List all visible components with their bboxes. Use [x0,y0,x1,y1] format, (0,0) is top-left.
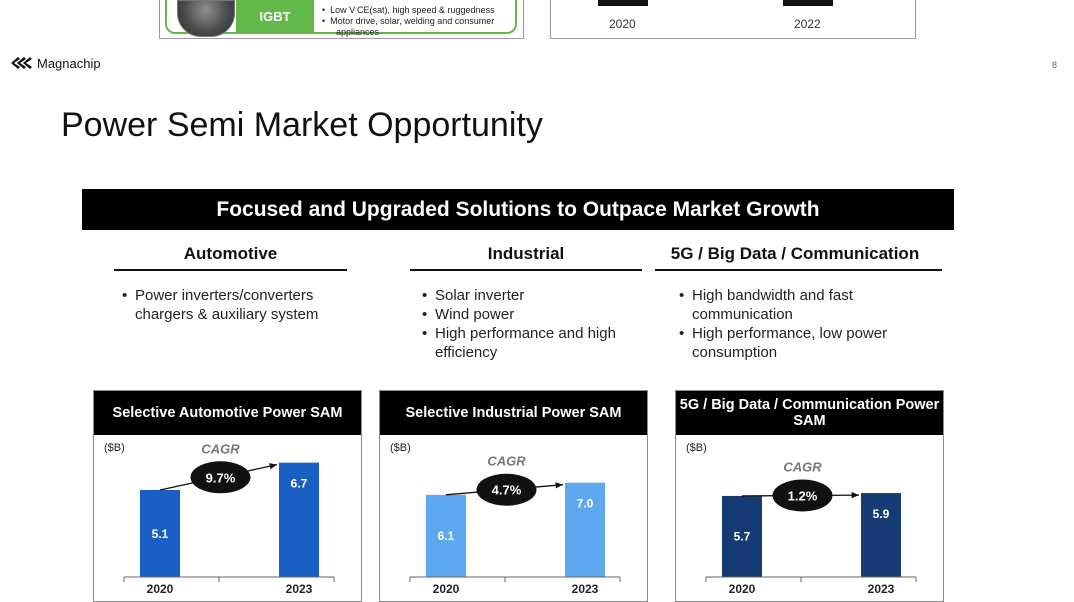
bar-value-label: 5.9 [873,507,890,521]
bar [426,494,466,577]
communication-chart-plot: ($B) 5.7 2020 5.9 2023 1.2% CAGR [686,442,917,596]
bullet-text: High bandwidth and fast communication [692,287,853,323]
bullet-text: High performance, low power consumption [692,325,888,361]
bar [279,462,319,577]
segment-divider [410,269,642,271]
list-item: • High performance and high efficiency [422,324,637,362]
unit-label: ($B) [390,442,411,454]
chart-title-text: 5G / Big Data / Communication Power SAM [679,397,940,429]
magnachip-mark-icon [11,57,32,69]
segment-heading-automotive: Automotive [183,244,278,263]
cagr-arrow-head [555,482,563,489]
cagr-label: CAGR [783,460,822,475]
page-title: Power Semi Market Opportunity [61,106,543,144]
bar-value-label: 5.7 [734,530,751,544]
prev-bullet-3: appliances [336,27,380,37]
list-item: • Wind power [422,306,515,323]
bullet-text: Wind power [435,306,515,323]
list-item: • High bandwidth and fast communication [679,286,919,324]
industrial-chart-plot: ($B) 6.1 2020 7.0 2023 4.7% CAGR [390,442,621,596]
bar [140,489,180,577]
bullet-text: Solar inverter [435,287,525,304]
bar-value-label: 7.0 [577,497,594,511]
brand-name: Magnachip [37,55,101,71]
segment-divider [114,269,347,271]
prev-slide-chart-card: 2020 2022 [550,0,916,39]
list-item: • High performance, low power consumption [679,324,919,362]
magnachip-logo: Magnachip [9,54,101,72]
prev-chart-year: 2022 [794,17,821,31]
chart-title: 5G / Big Data / Communication Power SAM [676,391,943,435]
cagr-value: 4.7% [492,483,522,498]
prev-bullet-2: Motor drive, solar, welding and consumer [330,16,495,26]
prev-bullet-1: Low V CE(sat), high speed & ruggedness [330,5,495,15]
prev-slide-igbt-frame: IGBT . • Low V CE(sat), high speed & rug… [165,0,517,37]
x-tick-label: 2020 [433,582,460,596]
unit-label: ($B) [104,442,125,454]
prev-slide-bullets: . • Low V CE(sat), high speed & ruggedne… [322,0,495,38]
list-item: • Power inverters/converters chargers & a… [122,286,342,324]
page-number: 8 [1052,60,1058,70]
cagr-ellipse [190,461,251,494]
x-tick-label: 2020 [147,582,174,596]
banner-text: Focused and Upgraded Solutions to Outpac… [216,197,820,221]
automotive-bullets: • Power inverters/converters chargers & a… [122,286,342,324]
x-tick-label: 2023 [868,582,895,596]
communication-bullets: • High bandwidth and fast communication •… [679,286,919,362]
chart-title-text: Selective Automotive Power SAM [112,405,343,421]
cagr-ellipse [476,473,537,506]
cagr-value: 1.2% [788,489,818,504]
bullet-mark: • [322,16,326,26]
bullet-text: Power inverters/converters chargers & au… [135,287,319,323]
unit-label: ($B) [686,442,707,454]
x-tick-label: 2023 [572,582,599,596]
communication-sam-chart: 5G / Big Data / Communication Power SAM … [675,390,944,602]
bar [861,493,901,577]
bar-value-label: 5.1 [152,527,169,541]
automotive-chart-plot: ($B) 5.1 2020 6.7 2023 9.7% CAGR [104,441,335,596]
x-tick-label: 2020 [729,582,756,596]
cagr-label: CAGR [201,441,240,456]
bar [722,495,762,577]
bar-value-label: 6.7 [291,477,308,491]
banner: Focused and Upgraded Solutions to Outpac… [82,189,954,230]
prev-chart-bar [783,0,833,6]
cagr-ellipse [772,479,833,512]
bullet-text: High performance and high efficiency [435,325,616,361]
industrial-bullets: • Solar inverter • Wind power • High perfor… [422,286,637,362]
igbt-label: IGBT [236,0,314,32]
prev-slide-igbt-card: IGBT . • Low V CE(sat), high speed & rug… [159,0,524,39]
automotive-sam-chart: Selective Automotive Power SAM ($B) 5.1 20… [93,390,362,602]
bar [565,482,605,577]
chart-title-text: Selective Industrial Power SAM [405,405,622,421]
segment-heading-communication: 5G / Big Data / Communication [670,244,920,263]
x-tick-label: 2023 [286,582,313,596]
bullet-mark: • [322,5,326,15]
chart-title: Selective Industrial Power SAM [380,391,647,435]
list-item: • Solar inverter [422,287,525,304]
igbt-module-image [177,0,235,37]
industrial-sam-chart: Selective Industrial Power SAM ($B) 6.1 20… [379,390,648,602]
prev-chart-bar [598,0,648,6]
cagr-value: 9.7% [206,470,236,485]
prev-chart-year: 2020 [609,17,636,31]
chart-title: Selective Automotive Power SAM [94,391,361,435]
segment-divider [655,269,942,271]
segment-heading-industrial: Industrial [487,244,565,263]
cagr-label: CAGR [487,454,526,469]
cagr-arrow-head [269,463,277,470]
cagr-arrow-head [851,492,859,499]
bar-value-label: 6.1 [438,529,455,543]
